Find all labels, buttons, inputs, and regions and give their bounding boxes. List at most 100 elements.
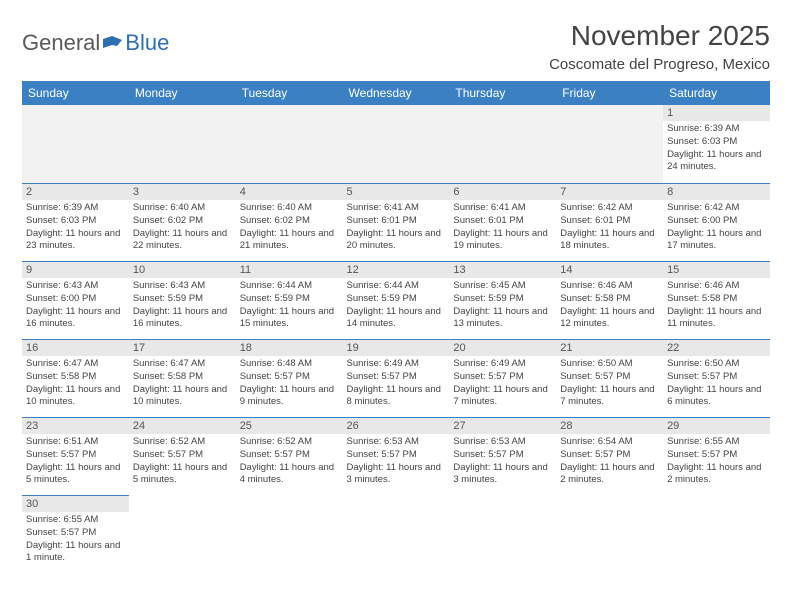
sunset-text: Sunset: 5:59 PM <box>133 293 232 306</box>
sunset-text: Sunset: 5:58 PM <box>667 293 766 306</box>
day-info: Sunrise: 6:50 AMSunset: 5:57 PMDaylight:… <box>560 358 659 409</box>
sunset-text: Sunset: 6:01 PM <box>347 215 446 228</box>
sunset-text: Sunset: 5:57 PM <box>560 371 659 384</box>
daylight-text: Daylight: 11 hours and 6 minutes. <box>667 384 766 410</box>
empty-cell <box>22 105 129 183</box>
daylight-text: Daylight: 11 hours and 4 minutes. <box>240 462 339 488</box>
sunrise-text: Sunrise: 6:47 AM <box>26 358 125 371</box>
calendar-cell: 30Sunrise: 6:55 AMSunset: 5:57 PMDayligh… <box>22 495 129 573</box>
sunset-text: Sunset: 5:57 PM <box>133 449 232 462</box>
calendar-cell: 16Sunrise: 6:47 AMSunset: 5:58 PMDayligh… <box>22 339 129 417</box>
calendar-cell <box>343 105 450 183</box>
day-info: Sunrise: 6:42 AMSunset: 6:01 PMDaylight:… <box>560 202 659 253</box>
sunrise-text: Sunrise: 6:40 AM <box>133 202 232 215</box>
calendar-row: 30Sunrise: 6:55 AMSunset: 5:57 PMDayligh… <box>22 495 770 573</box>
day-cell: 11Sunrise: 6:44 AMSunset: 5:59 PMDayligh… <box>236 261 343 339</box>
day-info: Sunrise: 6:43 AMSunset: 5:59 PMDaylight:… <box>133 280 232 331</box>
day-info: Sunrise: 6:40 AMSunset: 6:02 PMDaylight:… <box>133 202 232 253</box>
calendar-cell <box>449 105 556 183</box>
empty-cell <box>343 105 450 183</box>
sunrise-text: Sunrise: 6:51 AM <box>26 436 125 449</box>
calendar-cell: 18Sunrise: 6:48 AMSunset: 5:57 PMDayligh… <box>236 339 343 417</box>
sunset-text: Sunset: 6:00 PM <box>667 215 766 228</box>
day-info: Sunrise: 6:46 AMSunset: 5:58 PMDaylight:… <box>560 280 659 331</box>
day-number: 15 <box>663 262 770 278</box>
calendar-cell: 25Sunrise: 6:52 AMSunset: 5:57 PMDayligh… <box>236 417 343 495</box>
weekday-header: Sunday <box>22 81 129 105</box>
day-info: Sunrise: 6:51 AMSunset: 5:57 PMDaylight:… <box>26 436 125 487</box>
sunset-text: Sunset: 5:59 PM <box>453 293 552 306</box>
day-info: Sunrise: 6:44 AMSunset: 5:59 PMDaylight:… <box>347 280 446 331</box>
day-cell: 30Sunrise: 6:55 AMSunset: 5:57 PMDayligh… <box>22 495 129 573</box>
day-info: Sunrise: 6:40 AMSunset: 6:02 PMDaylight:… <box>240 202 339 253</box>
sunset-text: Sunset: 5:57 PM <box>453 449 552 462</box>
day-number: 7 <box>556 184 663 200</box>
daylight-text: Daylight: 11 hours and 10 minutes. <box>26 384 125 410</box>
sunrise-text: Sunrise: 6:53 AM <box>453 436 552 449</box>
day-info: Sunrise: 6:50 AMSunset: 5:57 PMDaylight:… <box>667 358 766 409</box>
daylight-text: Daylight: 11 hours and 20 minutes. <box>347 228 446 254</box>
sunrise-text: Sunrise: 6:52 AM <box>240 436 339 449</box>
calendar-row: 23Sunrise: 6:51 AMSunset: 5:57 PMDayligh… <box>22 417 770 495</box>
calendar-cell: 10Sunrise: 6:43 AMSunset: 5:59 PMDayligh… <box>129 261 236 339</box>
daylight-text: Daylight: 11 hours and 2 minutes. <box>667 462 766 488</box>
day-number: 8 <box>663 184 770 200</box>
sunrise-text: Sunrise: 6:55 AM <box>26 514 125 527</box>
calendar-row: 16Sunrise: 6:47 AMSunset: 5:58 PMDayligh… <box>22 339 770 417</box>
day-info: Sunrise: 6:55 AMSunset: 5:57 PMDaylight:… <box>26 514 125 565</box>
empty-cell <box>236 105 343 183</box>
sunrise-text: Sunrise: 6:39 AM <box>667 123 766 136</box>
day-info: Sunrise: 6:43 AMSunset: 6:00 PMDaylight:… <box>26 280 125 331</box>
day-cell: 14 Sunrise: 6:46 AMSunset: 5:58 PMDayligh… <box>556 261 663 339</box>
sunset-text: Sunset: 5:57 PM <box>26 449 125 462</box>
sunset-text: Sunset: 6:00 PM <box>26 293 125 306</box>
day-number: 28 <box>556 418 663 434</box>
calendar-table: SundayMondayTuesdayWednesdayThursdayFrid… <box>22 81 770 573</box>
day-number: 1 <box>663 105 770 121</box>
calendar-row: 2Sunrise: 6:39 AMSunset: 6:03 PMDaylight… <box>22 183 770 261</box>
calendar-cell: 19Sunrise: 6:49 AMSunset: 5:57 PMDayligh… <box>343 339 450 417</box>
day-number: 14 <box>556 262 663 278</box>
calendar-cell: 29Sunrise: 6:55 AMSunset: 5:57 PMDayligh… <box>663 417 770 495</box>
day-cell: 21Sunrise: 6:50 AMSunset: 5:57 PMDayligh… <box>556 339 663 417</box>
calendar-cell: 13Sunrise: 6:45 AMSunset: 5:59 PMDayligh… <box>449 261 556 339</box>
daylight-text: Daylight: 11 hours and 5 minutes. <box>133 462 232 488</box>
day-cell: 22Sunrise: 6:50 AMSunset: 5:57 PMDayligh… <box>663 339 770 417</box>
sunset-text: Sunset: 5:57 PM <box>347 449 446 462</box>
calendar-body: 1 Sunrise: 6:39 AMSunset: 6:03 PMDaylight… <box>22 105 770 573</box>
calendar-cell <box>22 105 129 183</box>
day-cell: 19Sunrise: 6:49 AMSunset: 5:57 PMDayligh… <box>343 339 450 417</box>
day-number: 20 <box>449 340 556 356</box>
sunrise-text: Sunrise: 6:39 AM <box>26 202 125 215</box>
daylight-text: Daylight: 11 hours and 11 minutes. <box>667 306 766 332</box>
calendar-cell <box>663 495 770 573</box>
sunrise-text: Sunrise: 6:44 AM <box>347 280 446 293</box>
day-info: Sunrise: 6:44 AMSunset: 5:59 PMDaylight:… <box>240 280 339 331</box>
title-block: November 2025 Coscomate del Progreso, Me… <box>549 20 770 73</box>
day-info: Sunrise: 6:54 AMSunset: 5:57 PMDaylight:… <box>560 436 659 487</box>
sunrise-text: Sunrise: 6:54 AM <box>560 436 659 449</box>
empty-cell <box>449 105 556 183</box>
sunrise-text: Sunrise: 6:46 AM <box>560 280 659 293</box>
day-info: Sunrise: 6:49 AMSunset: 5:57 PMDaylight:… <box>453 358 552 409</box>
sunset-text: Sunset: 6:02 PM <box>133 215 232 228</box>
day-info: Sunrise: 6:55 AMSunset: 5:57 PMDaylight:… <box>667 436 766 487</box>
day-number: 24 <box>129 418 236 434</box>
daylight-text: Daylight: 11 hours and 10 minutes. <box>133 384 232 410</box>
sunrise-text: Sunrise: 6:49 AM <box>453 358 552 371</box>
weekday-header: Monday <box>129 81 236 105</box>
calendar-row: 1Sunrise: 6:39 AMSunset: 6:03 PMDaylight… <box>22 105 770 183</box>
sunset-text: Sunset: 5:57 PM <box>667 371 766 384</box>
weekday-header-row: SundayMondayTuesdayWednesdayThursdayFrid… <box>22 81 770 105</box>
calendar-cell: 27Sunrise: 6:53 AMSunset: 5:57 PMDayligh… <box>449 417 556 495</box>
day-cell: 24Sunrise: 6:52 AMSunset: 5:57 PMDayligh… <box>129 417 236 495</box>
day-number: 17 <box>129 340 236 356</box>
day-cell: 26Sunrise: 6:53 AMSunset: 5:57 PMDayligh… <box>343 417 450 495</box>
daylight-text: Daylight: 11 hours and 8 minutes. <box>347 384 446 410</box>
day-info: Sunrise: 6:42 AMSunset: 6:00 PMDaylight:… <box>667 202 766 253</box>
day-number: 6 <box>449 184 556 200</box>
daylight-text: Daylight: 11 hours and 2 minutes. <box>560 462 659 488</box>
day-info: Sunrise: 6:39 AMSunset: 6:03 PMDaylight:… <box>26 202 125 253</box>
day-number: 23 <box>22 418 129 434</box>
sunrise-text: Sunrise: 6:53 AM <box>347 436 446 449</box>
